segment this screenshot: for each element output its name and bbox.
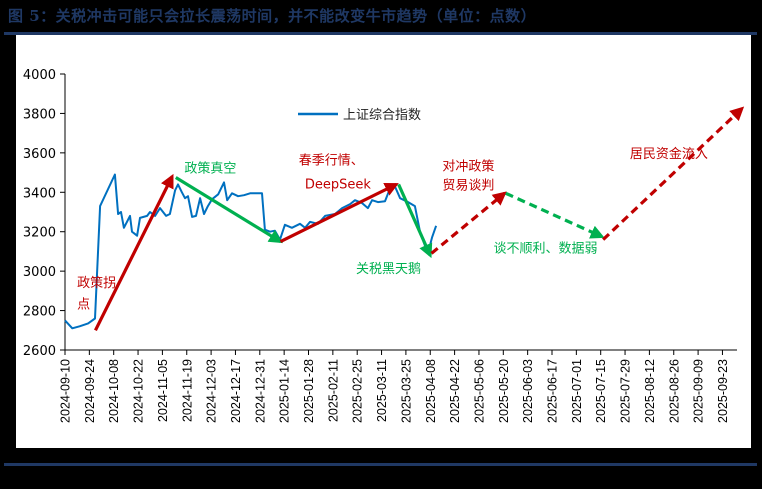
trend-arrow xyxy=(430,191,507,255)
annotation-label: 关税黑天鹅 xyxy=(356,261,421,277)
trend-arrow xyxy=(505,191,605,239)
x-tick-label: 2025-01-28 xyxy=(302,359,316,423)
x-tick-label: 2024-10-22 xyxy=(132,359,146,423)
x-tick-label: 2024-09-10 xyxy=(59,359,73,423)
x-tick-label: 2025-08-12 xyxy=(643,359,657,423)
x-tick-label: 2024-12-17 xyxy=(229,359,243,423)
x-tick-label: 2024-12-03 xyxy=(205,359,219,423)
x-axis: 2024-09-10 2024-09-24 2024-10-08 2024-10-22… xyxy=(59,349,737,423)
x-tick-label: 2025-07-15 xyxy=(594,359,608,423)
x-tick-label: 2024-11-05 xyxy=(156,359,170,422)
legend: 上证综合指数 xyxy=(298,108,421,123)
x-tick-label: 2025-03-25 xyxy=(399,359,413,423)
x-tick-label: 2024-09-24 xyxy=(83,359,97,423)
title-divider xyxy=(4,32,757,35)
annotation-label: DeepSeek xyxy=(305,177,372,192)
y-tick-label: 3600 xyxy=(23,147,56,162)
x-tick-label: 2025-08-26 xyxy=(667,359,681,423)
x-tick-label: 2024-11-19 xyxy=(180,359,194,422)
annotation-label: 贸易谈判 xyxy=(442,178,494,193)
legend-label: 上证综合指数 xyxy=(343,108,421,123)
y-tick-label: 2600 xyxy=(23,344,56,359)
x-tick-label: 2025-05-20 xyxy=(497,359,511,423)
annotation-label: 点 xyxy=(77,298,90,313)
trend-arrow xyxy=(279,182,399,244)
y-tick-label: 3000 xyxy=(23,265,56,280)
y-tick-label: 3400 xyxy=(23,186,56,201)
annotation-label: 政策真空 xyxy=(184,161,236,177)
x-tick-label: 2025-06-17 xyxy=(546,359,560,423)
x-tick-label: 2025-01-14 xyxy=(278,359,292,423)
x-tick-label: 2025-02-25 xyxy=(351,359,365,423)
series-layer xyxy=(64,173,438,330)
x-tick-label: 2025-04-08 xyxy=(424,359,438,423)
x-tick-label: 2025-02-11 xyxy=(326,359,340,422)
series-line-sse-composite xyxy=(64,173,438,330)
x-tick-label: 2025-06-03 xyxy=(521,359,535,423)
x-tick-label: 2024-10-08 xyxy=(107,359,121,423)
y-tick-label: 3200 xyxy=(23,226,56,241)
trend-arrows xyxy=(94,106,745,331)
x-tick-label: 2024-12-31 xyxy=(253,359,267,423)
y-axis: 2600 2800 3000 3200 3400 3600 3800 4000 xyxy=(23,68,66,359)
annotation-label: 居民资金流入 xyxy=(630,146,708,162)
annotation-label: 谈不顺利、数据弱 xyxy=(494,241,598,256)
x-tick-label: 2025-05-06 xyxy=(472,359,486,423)
y-tick-label: 3800 xyxy=(23,107,56,122)
x-tick-label: 2025-07-01 xyxy=(570,359,584,423)
figure-title: 图 5：关税冲击可能只会拉长震荡时间，并不能改变牛市趋势（单位：点数） xyxy=(8,7,537,25)
trend-arrow xyxy=(397,183,433,259)
y-tick-label: 2800 xyxy=(23,305,56,320)
annotation-label: 对冲政策 xyxy=(442,159,494,175)
annotation-label: 春季行情、 xyxy=(299,154,364,169)
x-tick-label: 2025-09-09 xyxy=(692,359,706,423)
footer-divider xyxy=(4,463,757,466)
x-tick-label: 2025-07-29 xyxy=(619,359,633,423)
x-tick-label: 2025-09-23 xyxy=(716,359,730,423)
x-tick-label: 2025-04-22 xyxy=(448,359,462,423)
annotation-label: 政策拐 xyxy=(77,275,116,291)
x-tick-label: 2025-03-11 xyxy=(375,359,389,422)
trend-arrow xyxy=(602,106,745,241)
y-tick-label: 4000 xyxy=(23,68,56,83)
trend-arrow xyxy=(174,176,284,244)
trend-arrow xyxy=(94,173,174,331)
